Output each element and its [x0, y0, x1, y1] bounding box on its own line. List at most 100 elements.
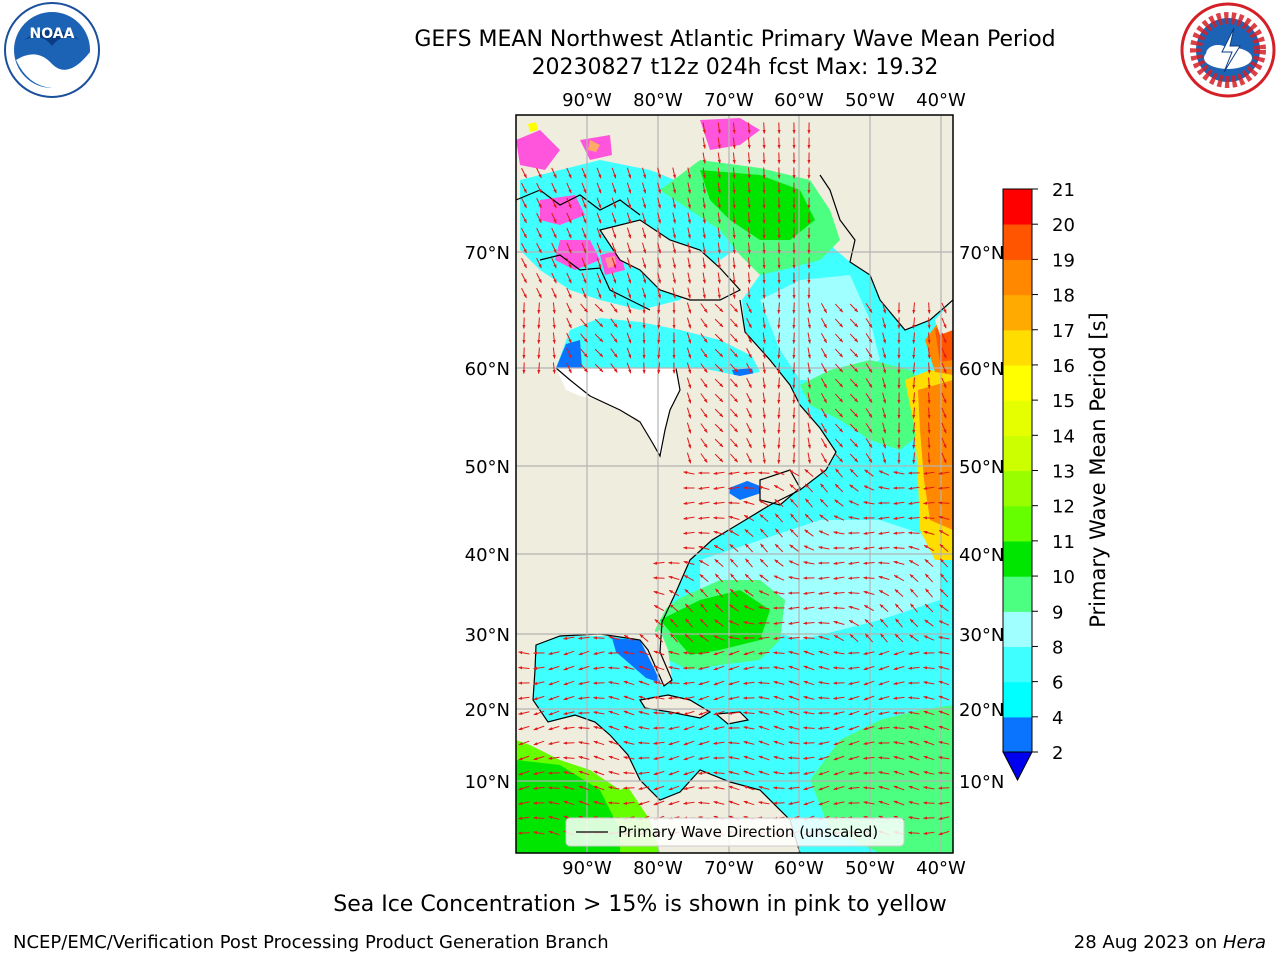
- wave-arrow-867: [548, 741, 560, 745]
- wave-arrow-877: [698, 740, 710, 746]
- wave-arrow-553: [774, 543, 784, 553]
- wave-arrow-940: [773, 771, 785, 775]
- wave-arrow-137: [717, 242, 721, 254]
- wave-arrow-90: [611, 212, 617, 224]
- wave-arrow-703: [698, 651, 710, 655]
- wave-arrow-55: [687, 182, 691, 194]
- wave-arrow-33: [657, 167, 661, 179]
- wave-arrow-910: [758, 755, 770, 761]
- wave-arrow-985: [578, 800, 590, 806]
- wave-arrow-112: [642, 227, 647, 239]
- wave-arrow-603: [924, 573, 934, 583]
- wave-arrow-268: [610, 333, 618, 343]
- wave-arrow-897: [563, 756, 575, 760]
- wave-arrow-52: [642, 182, 647, 194]
- wave-arrow-225: [834, 303, 844, 313]
- wave-arrow-669: [623, 634, 635, 642]
- wave-arrow-283: [834, 333, 844, 343]
- wave-arrow-818: [683, 710, 695, 716]
- wave-arrow-978: [908, 785, 920, 791]
- wave-arrow-918: [878, 756, 890, 760]
- wave-arrow-771: [848, 681, 860, 685]
- wave-arrow-398: [882, 407, 887, 419]
- wave-arrow-690: [938, 636, 950, 640]
- lon-label-bottom-0: 90°W: [562, 858, 612, 879]
- wave-arrow-1011: [533, 816, 545, 820]
- wave-arrow-505: [863, 501, 875, 505]
- colorbar-tick-label-16: 21: [1052, 180, 1075, 201]
- wave-arrow-800: [848, 695, 860, 701]
- wave-arrow-533: [744, 529, 754, 537]
- coast-labrador: [532, 299, 837, 853]
- wave-arrow-699: [638, 650, 650, 656]
- wave-arrow-415: [865, 423, 873, 433]
- wave-arrow-447: [807, 452, 811, 464]
- wave-arrow-155: [687, 257, 691, 269]
- wave-arrow-701: [668, 650, 680, 655]
- wave-arrow-932: [653, 770, 665, 776]
- wave-arrow-974: [848, 786, 860, 790]
- wave-arrow-586: [668, 575, 680, 580]
- lon-label-top-1: 80°W: [633, 90, 683, 111]
- footer-right: 28 Aug 2023 on Hera: [1074, 932, 1266, 953]
- wave-arrow-748: [938, 665, 950, 670]
- wave-arrow-218: [730, 303, 738, 313]
- wave-arrow-336: [762, 362, 766, 374]
- wave-arrow-58: [732, 182, 736, 194]
- wave-arrow-16: [702, 152, 706, 164]
- wave-arrow-247: [730, 318, 738, 328]
- wave-arrow-727: [623, 665, 635, 670]
- wave-arrow-870: [593, 740, 605, 746]
- map-frame: [515, 114, 954, 854]
- lon-label-bottom-3: 60°W: [774, 858, 824, 879]
- wave-arrow-568: [698, 559, 710, 567]
- wave-arrow-712: [833, 651, 845, 655]
- wave-arrow-647: [685, 618, 693, 628]
- wave-arrow-838: [548, 725, 560, 731]
- wave-arrow-312: [834, 348, 844, 358]
- wave-arrow-400: [912, 407, 916, 419]
- wave-arrow-443: [746, 452, 752, 464]
- wave-arrow-787: [653, 696, 665, 700]
- wave-arrow-8: [702, 137, 706, 149]
- wave-arrow-259: [912, 317, 916, 329]
- wave-arrow-618: [848, 591, 860, 595]
- wave-arrow-615: [803, 591, 815, 595]
- wave-arrow-302: [686, 347, 692, 359]
- colorbar-segment-13: [1003, 259, 1032, 296]
- wave-arrow-943: [818, 770, 830, 776]
- period-green-south: [810, 705, 953, 853]
- wave-arrow-813: [608, 710, 620, 716]
- wave-arrow-644: [939, 604, 949, 612]
- wave-arrow-66: [551, 197, 557, 209]
- wave-arrow-658: [848, 619, 860, 627]
- wave-arrow-585: [653, 576, 665, 580]
- wave-arrow-491: [923, 486, 935, 490]
- wave-arrow-355: [777, 377, 781, 389]
- wave-arrow-761: [698, 680, 710, 686]
- land-iceland: [935, 300, 953, 335]
- wave-arrow-1012: [548, 815, 560, 820]
- wave-arrow-200: [762, 287, 766, 299]
- wave-arrow-579: [863, 561, 875, 565]
- wave-arrow-69: [596, 197, 602, 209]
- wave-arrow-573: [774, 559, 784, 567]
- wave-arrow-580: [878, 561, 890, 565]
- period-green-irminger: [800, 360, 930, 450]
- wave-arrow-271: [657, 332, 661, 344]
- wave-arrow-480: [758, 485, 770, 490]
- wave-arrow-500: [789, 498, 799, 508]
- wave-arrow-684: [849, 634, 859, 642]
- wave-arrow-362: [882, 377, 887, 389]
- wave-arrow-469: [864, 469, 874, 477]
- wave-arrow-792: [728, 696, 740, 700]
- wave-arrow-858: [848, 725, 860, 731]
- wave-arrow-784: [608, 695, 620, 700]
- wave-arrow-219: [746, 302, 752, 314]
- wave-arrow-226: [849, 303, 859, 313]
- wave-arrow-890: [893, 741, 905, 745]
- wave-arrow-117: [717, 227, 721, 239]
- wave-arrow-124: [521, 242, 527, 254]
- wave-arrow-35: [687, 167, 691, 179]
- wave-arrow-831: [878, 711, 890, 715]
